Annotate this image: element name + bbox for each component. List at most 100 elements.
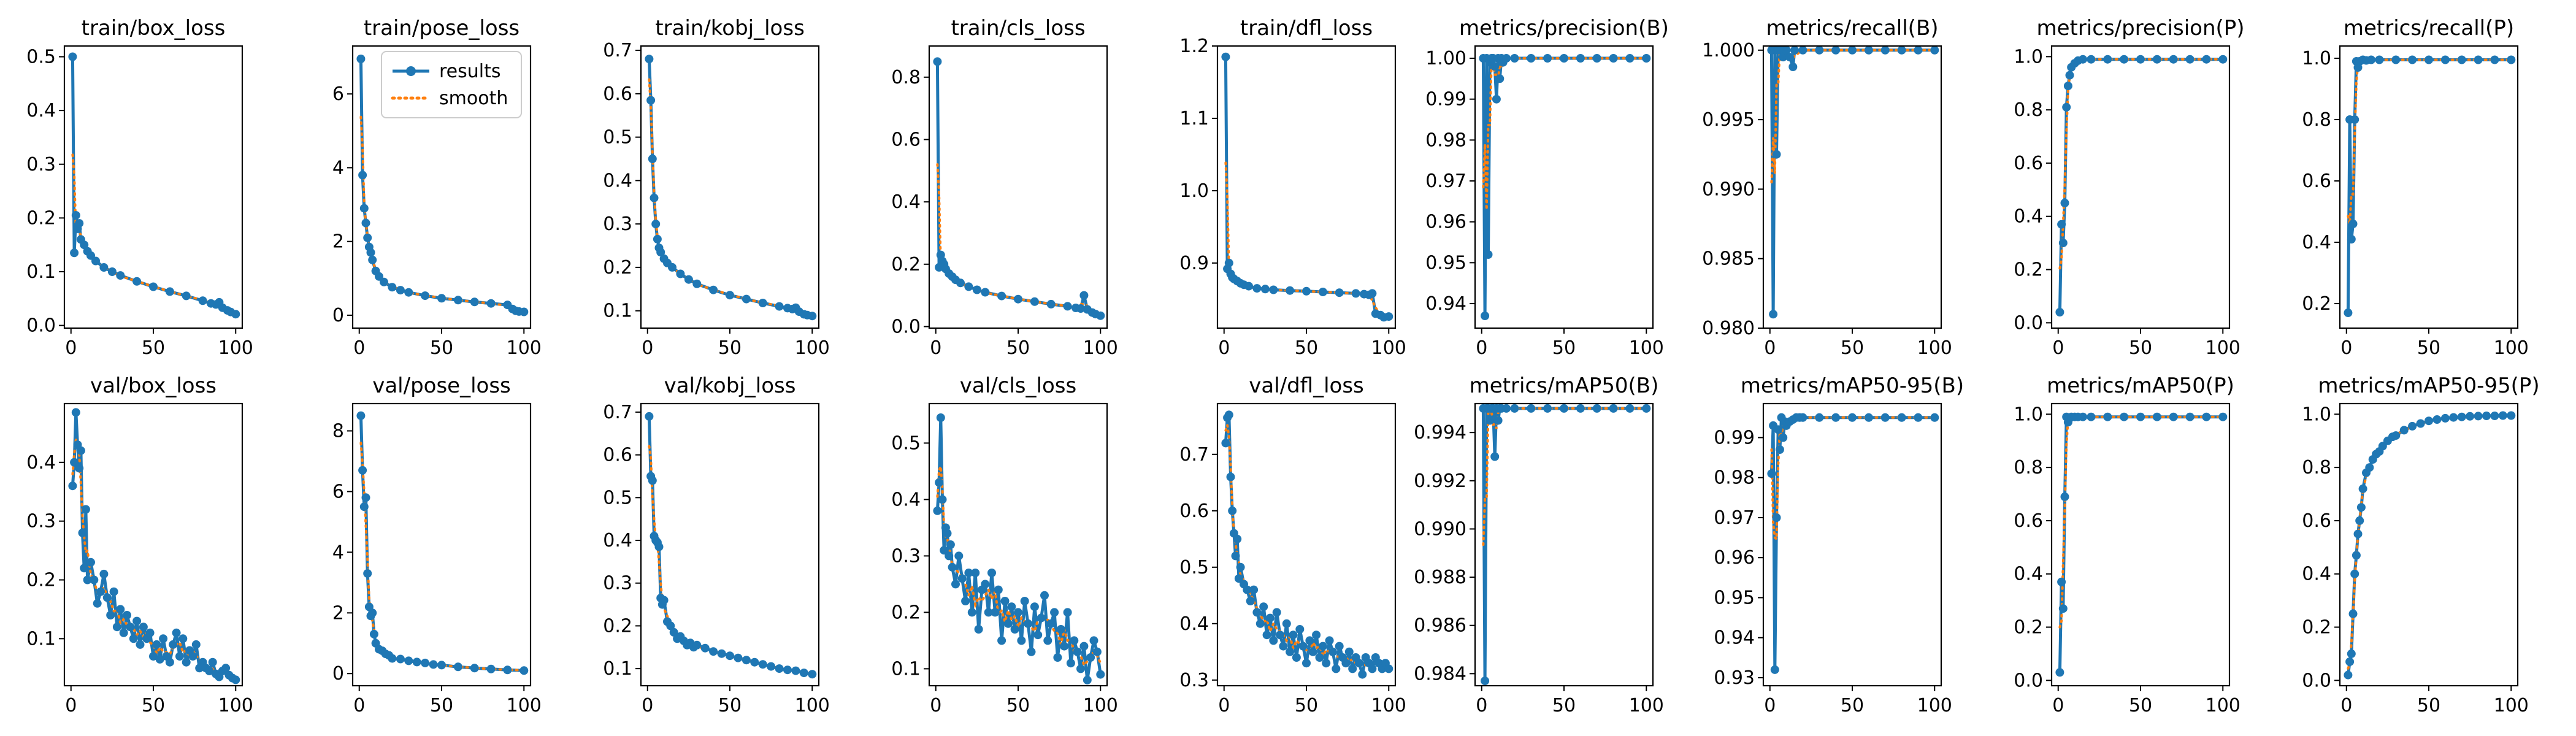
data-point [1625, 54, 1635, 63]
data-point [659, 596, 669, 605]
chart-title: metrics/mAP50-95(P) [2318, 374, 2539, 398]
x-tick-label: 100 [795, 337, 830, 359]
data-point [421, 291, 430, 301]
chart-train-cls-loss: train/cls_loss 0.0 0.2 0.4 0.6 0.8 0 50 100 [891, 16, 1118, 359]
data-point [1000, 597, 1010, 605]
data-point [123, 611, 131, 619]
y-tick-label: 1.00 [1425, 48, 1466, 69]
x-tick-label: 100 [507, 337, 542, 359]
data-point [99, 263, 109, 272]
data-point [208, 657, 217, 667]
y-tick-label: 0.6 [2014, 153, 2043, 174]
chart-train-dfl-loss: train/dfl_loss 0.9 1.0 1.1 1.2 0 50 100 [1179, 16, 1406, 359]
data-point [964, 282, 973, 291]
data-point [231, 675, 240, 684]
data-point [1033, 631, 1043, 640]
y-tick-label: 0.9 [1179, 253, 1209, 274]
data-point [1226, 472, 1235, 481]
data-point [1318, 642, 1327, 651]
y-tick-label: 1.000 [1702, 40, 1755, 61]
data-point [2449, 413, 2458, 422]
data-point [2399, 426, 2409, 435]
axes-frame [640, 402, 820, 687]
data-point [1481, 312, 1490, 320]
data-point [1246, 597, 1255, 605]
x-tick-label: 0 [642, 337, 653, 359]
data-point [1322, 659, 1331, 668]
data-point [653, 234, 662, 243]
data-point [1815, 413, 1824, 422]
y-tick-label: 4 [332, 157, 344, 178]
data-point [2432, 415, 2442, 424]
chart-val-pose-loss: val/pose_loss 0 2 4 6 8 0 50 100 [332, 374, 542, 716]
data-point [71, 211, 80, 220]
data-point [684, 275, 693, 284]
y-tick-label: 0.4 [26, 452, 56, 473]
data-point [981, 288, 990, 297]
y-tick-label: 8 [332, 421, 344, 442]
series-line-smooth [1482, 56, 1648, 210]
y-tick-label: 4 [332, 542, 344, 563]
data-point [1354, 659, 1363, 668]
y-tick-label: 6 [332, 83, 344, 105]
x-tick-label: 100 [2206, 337, 2241, 359]
data-point [1384, 664, 1393, 673]
data-point [1305, 636, 1314, 645]
x-tick-label: 50 [2417, 337, 2440, 359]
data-point [1224, 410, 1233, 420]
data-point [648, 476, 657, 485]
data-point [453, 662, 462, 672]
y-tick-label: 0.4 [26, 100, 56, 121]
data-point [1779, 433, 1788, 442]
data-point [70, 248, 79, 258]
data-point [2218, 412, 2228, 421]
data-point [1767, 469, 1776, 478]
data-point [936, 413, 945, 422]
data-point [957, 574, 967, 583]
data-point [1642, 54, 1651, 63]
data-point [1221, 439, 1230, 448]
y-tick-label: 0.990 [1414, 518, 1466, 540]
data-point [437, 661, 446, 670]
data-point [175, 652, 184, 661]
y-tick-label: 0 [332, 663, 344, 684]
data-point [2356, 503, 2366, 512]
data-point [2482, 412, 2491, 420]
data-point [650, 193, 659, 202]
data-point [961, 597, 970, 605]
data-point [2055, 668, 2064, 677]
data-point [2152, 55, 2161, 64]
legend-smooth-label: smooth [439, 88, 508, 109]
data-point [1864, 46, 1873, 55]
data-point [75, 464, 84, 473]
x-tick-label: 100 [1083, 695, 1118, 716]
data-point [987, 569, 996, 577]
y-tick-label: 0.0 [26, 315, 56, 337]
data-point [2425, 416, 2433, 426]
plot-area [2344, 55, 2516, 317]
data-point [369, 629, 378, 638]
data-point [997, 291, 1006, 301]
data-point [1592, 54, 1601, 63]
data-point [1831, 46, 1841, 55]
chart-title: metrics/precision(B) [1459, 16, 1669, 40]
data-point [726, 291, 734, 300]
data-point [2079, 55, 2087, 64]
x-tick-label: 50 [718, 695, 742, 716]
y-tick-label: 0.6 [603, 445, 632, 466]
data-point [2079, 412, 2087, 421]
data-point [1930, 46, 1939, 55]
data-point [145, 628, 155, 637]
data-point [231, 310, 240, 319]
data-point [1228, 506, 1237, 515]
data-point [2055, 308, 2064, 316]
data-point [1249, 585, 1259, 594]
data-point [1502, 54, 1511, 63]
y-tick-label: 0.5 [26, 47, 56, 68]
y-tick-label: 0.3 [26, 154, 56, 175]
data-point [799, 669, 808, 678]
x-tick-label: 100 [1371, 337, 1406, 359]
axes-frame [2339, 45, 2519, 329]
plot-area [1479, 404, 1651, 686]
y-tick-label: 1.0 [2014, 404, 2043, 425]
